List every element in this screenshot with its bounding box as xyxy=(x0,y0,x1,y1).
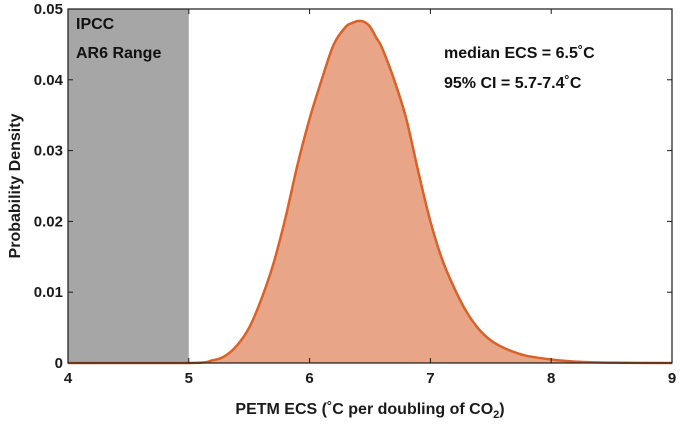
y-tick-label: 0.01 xyxy=(34,284,63,301)
x-tick-label: 8 xyxy=(547,370,555,387)
y-axis-title: Probability Density xyxy=(7,113,24,258)
median-ecs-text: median ECS = 6.5 xyxy=(444,45,578,62)
x-axis-title-rest: C per doubling of CO xyxy=(332,401,493,418)
x-axis-title-degree: ˚ xyxy=(327,401,332,418)
median-ecs-annotation: median ECS = 6.5˚C xyxy=(444,45,595,62)
ci-unit: C xyxy=(570,75,582,92)
x-tick-label: 7 xyxy=(426,370,434,387)
ipcc-label-line1: IPCC xyxy=(76,16,115,33)
ci-degree-symbol: ˚ xyxy=(565,75,570,92)
x-axis-title: PETM ECS (˚C per doubling of CO2) xyxy=(235,401,504,421)
y-tick-label: 0 xyxy=(55,355,63,372)
ipcc-label-line2: AR6 Range xyxy=(76,45,161,62)
x-axis-title-close: ) xyxy=(499,401,504,418)
x-tick-label: 4 xyxy=(64,370,73,387)
y-tick-label: 0.05 xyxy=(34,1,63,18)
density-area-fill xyxy=(68,20,672,364)
median-degree-symbol: ˚ xyxy=(578,45,583,62)
y-tick-label: 0.03 xyxy=(34,143,63,160)
ci-text: 95% CI = 5.7-7.4 xyxy=(444,75,565,92)
x-axis-title-subscript: 2 xyxy=(493,409,499,421)
plot-frame xyxy=(67,8,673,364)
y-tick-label: 0.04 xyxy=(34,72,64,89)
ipcc-ar6-range-band xyxy=(68,9,189,363)
axis-ticks: 4 5 6 7 8 9 0 0.01 0.02 0.03 0.04 0.05 xyxy=(34,1,676,387)
median-unit: C xyxy=(583,45,595,62)
x-tick-label: 6 xyxy=(305,370,313,387)
x-tick-label: 5 xyxy=(185,370,193,387)
density-curve-line xyxy=(67,19,673,365)
x-tick-label: 9 xyxy=(668,370,676,387)
ci-annotation: 95% CI = 5.7-7.4˚C xyxy=(444,75,582,92)
y-tick-label: 0.02 xyxy=(34,213,63,230)
x-axis-title-main: PETM ECS ( xyxy=(235,401,327,418)
